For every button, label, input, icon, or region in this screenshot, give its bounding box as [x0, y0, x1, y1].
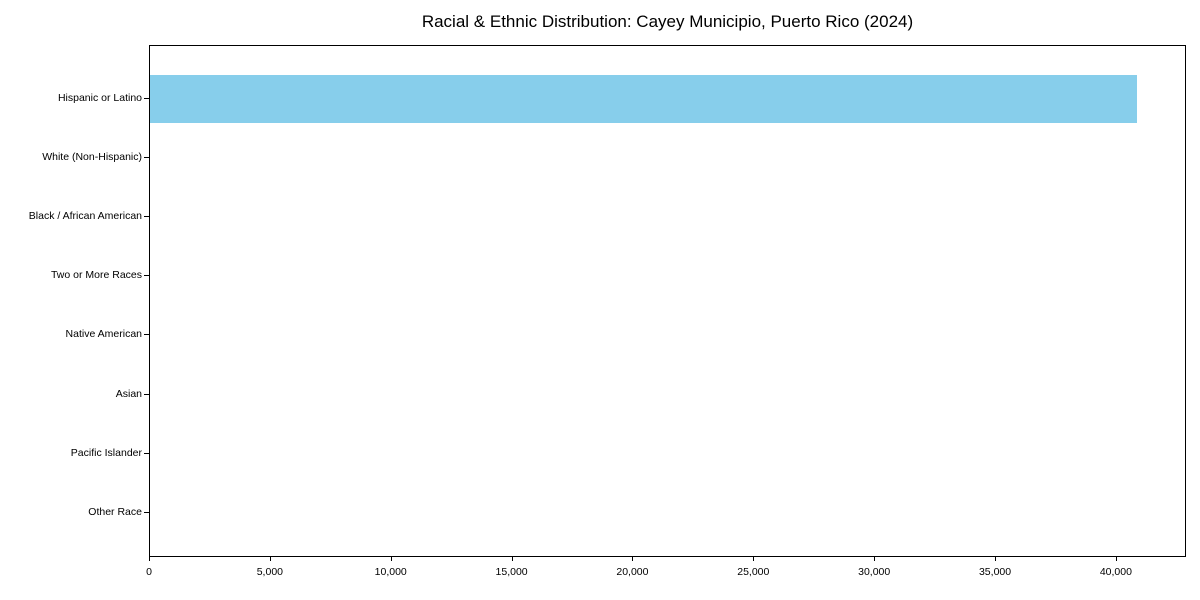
x-tick-label-10-000: 10,000: [374, 566, 407, 578]
x-tick-mark: [874, 557, 876, 561]
y-tick-label-native-american: Native American: [65, 328, 142, 341]
x-tick-mark: [149, 557, 150, 561]
y-tick-label-hispanic-or-latino: Hispanic or Latino: [57, 91, 142, 104]
y-tick-mark: [144, 156, 149, 158]
y-tick-label-asian: Asian: [115, 387, 142, 400]
x-tick-label-40-000: 40,000: [1099, 566, 1132, 578]
plot-area: [149, 45, 1186, 557]
x-tick-label-20-000: 20,000: [616, 566, 649, 578]
y-tick-mark: [144, 334, 149, 336]
x-tick-label-0: 0: [146, 566, 152, 578]
bar-hispanic-or-latino: [150, 74, 1138, 123]
y-tick-mark: [144, 452, 149, 454]
x-tick-label-30-000: 30,000: [858, 566, 891, 578]
y-tick-label-other-race: Other Race: [88, 505, 142, 518]
y-tick-mark: [144, 215, 149, 217]
x-tick-mark: [511, 557, 513, 561]
y-tick-mark: [144, 393, 149, 395]
x-tick-mark: [753, 557, 755, 561]
x-tick-mark: [995, 557, 997, 561]
y-tick-label-white-non-hispanic: White (Non-Hispanic): [42, 150, 142, 163]
chart-title: Racial & Ethnic Distribution: Cayey Muni…: [421, 12, 914, 31]
y-tick-mark: [144, 275, 149, 277]
y-tick-mark: [144, 97, 149, 99]
x-tick-mark: [390, 557, 392, 561]
x-tick-mark: [269, 557, 271, 561]
x-tick-label-35-000: 35,000: [978, 566, 1012, 578]
y-tick-label-pacific-islander: Pacific Islander: [70, 446, 142, 459]
x-tick-label-5-000: 5,000: [256, 566, 283, 578]
x-tick-label-25-000: 25,000: [737, 566, 770, 578]
x-tick-mark: [1115, 557, 1117, 561]
y-tick-label-two-or-more-races: Two or More Races: [50, 269, 142, 282]
y-tick-mark: [144, 511, 149, 513]
y-tick-label-black-african-american: Black / African American: [28, 209, 142, 222]
x-tick-label-15-000: 15,000: [495, 566, 528, 578]
x-tick-mark: [632, 557, 634, 561]
